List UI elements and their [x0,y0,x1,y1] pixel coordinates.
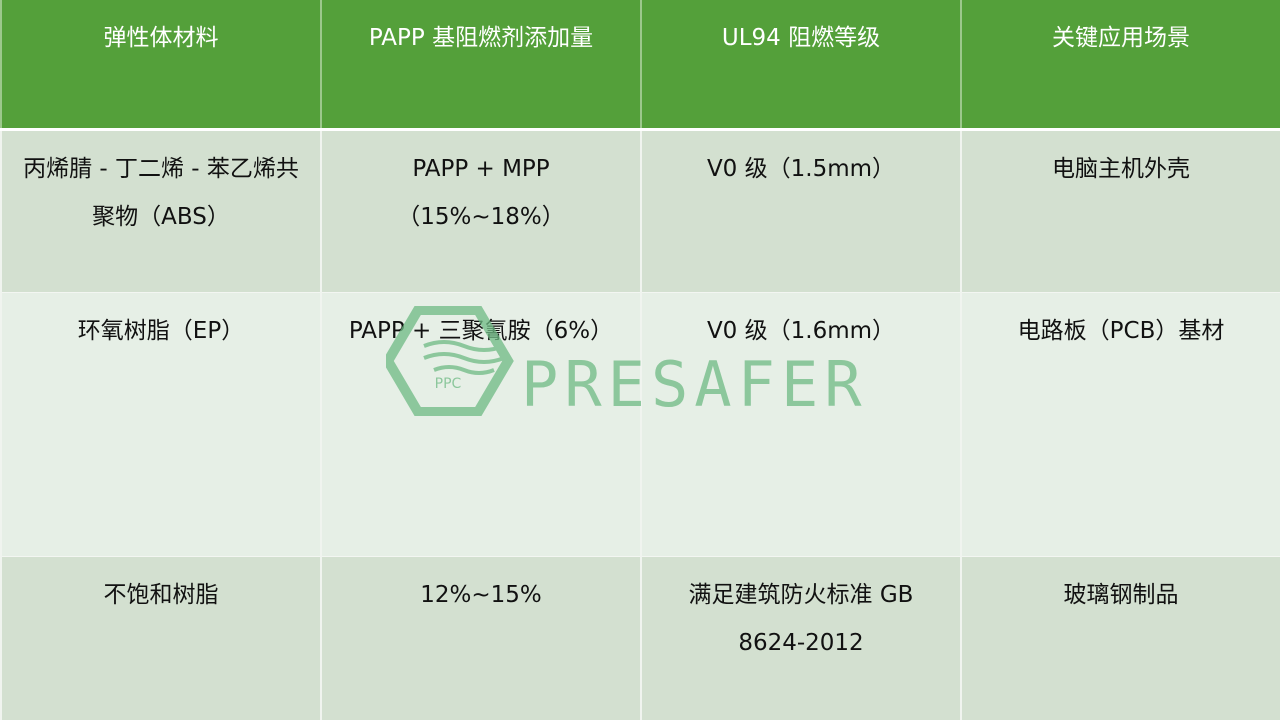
header-application: 关键应用场景 [960,0,1280,129]
table-row: 环氧树脂（EP） PAPP + 三聚氰胺（6%） V0 级（1.6mm） 电路板… [0,292,1280,557]
header-row: 弹性体材料 PAPP 基阻燃剂添加量 UL94 阻燃等级 关键应用场景 [0,0,1280,129]
cell-application: 玻璃钢制品 [960,556,1280,720]
table-row: 不饱和树脂 12%~15% 满足建筑防火标准 GB 8624-2012 玻璃钢制… [0,556,1280,720]
cell-ul94: V0 级（1.6mm） [640,292,962,557]
header-ul94: UL94 阻燃等级 [640,0,962,129]
header-dosage: PAPP 基阻燃剂添加量 [320,0,642,129]
cell-dosage: PAPP + MPP（15%~18%） [320,129,642,293]
cell-application: 电路板（PCB）基材 [960,292,1280,557]
cell-material: 环氧树脂（EP） [0,292,322,557]
header-material: 弹性体材料 [0,0,322,129]
cell-ul94: V0 级（1.5mm） [640,129,962,293]
cell-material: 丙烯腈 - 丁二烯 - 苯乙烯共聚物（ABS） [0,129,322,293]
cell-application: 电脑主机外壳 [960,129,1280,293]
cell-material: 不饱和树脂 [0,556,322,720]
cell-dosage: PAPP + 三聚氰胺（6%） [320,292,642,557]
cell-ul94: 满足建筑防火标准 GB 8624-2012 [640,556,962,720]
cell-dosage: 12%~15% [320,556,642,720]
table-row: 丙烯腈 - 丁二烯 - 苯乙烯共聚物（ABS） PAPP + MPP（15%~1… [0,129,1280,293]
